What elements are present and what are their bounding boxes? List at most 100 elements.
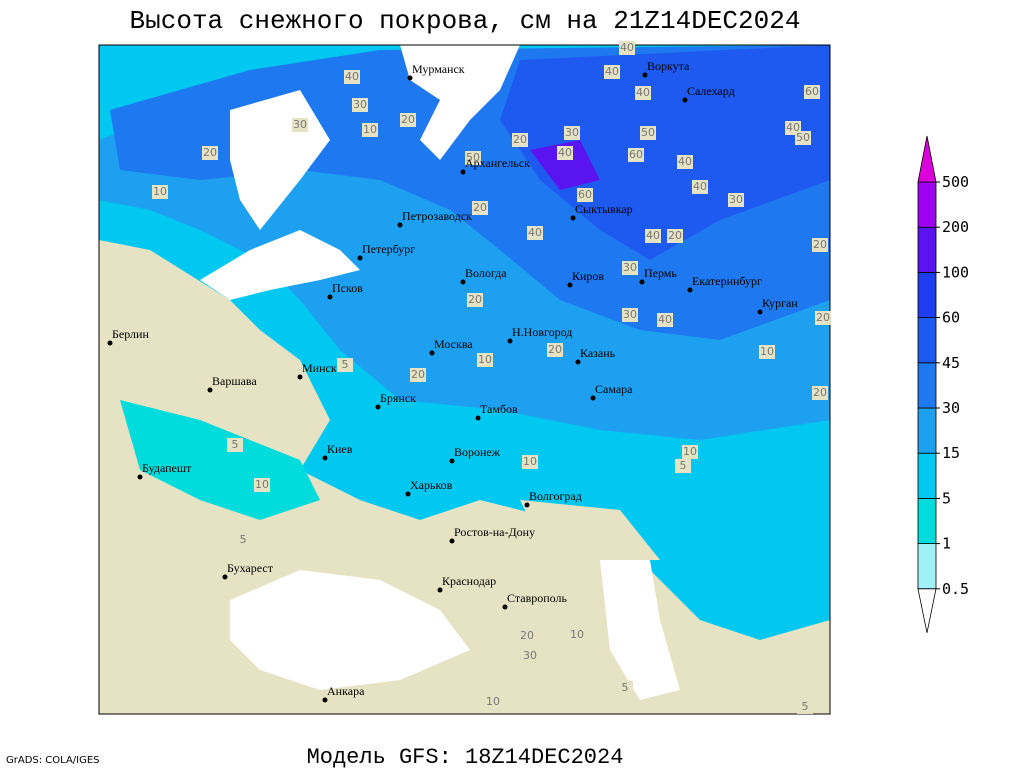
city-dot bbox=[397, 222, 403, 228]
contour-label: 5 bbox=[680, 459, 687, 472]
contour-label: 40 bbox=[646, 229, 660, 242]
contour-label: 40 bbox=[558, 146, 572, 159]
city-label: Архангельск bbox=[465, 156, 530, 170]
contour-label: 20 bbox=[473, 201, 487, 214]
contour-label-bg bbox=[619, 41, 635, 55]
contour-label: 20 bbox=[203, 146, 217, 159]
contour-label: 40 bbox=[605, 65, 619, 78]
city-label: Пермь bbox=[644, 266, 677, 280]
contour-label-bg bbox=[344, 70, 360, 84]
contour-label-bg bbox=[519, 629, 535, 643]
city-dot bbox=[107, 340, 113, 346]
contour-label: 30 bbox=[623, 261, 637, 274]
city-dot bbox=[687, 287, 693, 293]
contour-label-bg bbox=[472, 201, 488, 215]
title: Высота снежного покрова, см на 21Z14DEC2… bbox=[130, 6, 801, 36]
colorbar-bin bbox=[917, 181, 937, 228]
city-dot bbox=[207, 387, 213, 393]
city-label: Вологда bbox=[465, 266, 507, 280]
contour-label: 30 bbox=[729, 193, 743, 206]
city-dot bbox=[327, 294, 333, 300]
colorbar-bin bbox=[917, 543, 937, 590]
contour-label-bg bbox=[362, 123, 378, 137]
contour-label: 10 bbox=[523, 455, 537, 468]
contour-label: 40 bbox=[786, 121, 800, 134]
contour-label: 40 bbox=[620, 41, 634, 54]
city-dot bbox=[297, 374, 303, 380]
contour-label: 30 bbox=[293, 118, 307, 131]
colorbar-label: 100 bbox=[942, 263, 969, 281]
contour-label: 5 bbox=[622, 681, 629, 694]
city-dot bbox=[375, 404, 381, 410]
contour-label: 5 bbox=[240, 533, 247, 546]
city-label: Краснодар bbox=[442, 574, 496, 588]
city-label: Ростов-на-Дону bbox=[454, 525, 535, 539]
city-dot bbox=[757, 309, 763, 315]
contour-label-bg bbox=[604, 65, 620, 79]
footer: Модель GFS: 18Z14DEC2024 bbox=[307, 745, 624, 768]
contour-label-bg bbox=[628, 148, 644, 162]
contour-label-bg bbox=[564, 126, 580, 140]
contour-label-bg bbox=[622, 308, 638, 322]
contour-label-bg bbox=[400, 113, 416, 127]
contour-label-bg bbox=[577, 188, 593, 202]
city-label: Минск bbox=[302, 361, 337, 375]
contour-label-bg bbox=[804, 85, 820, 99]
city-dot bbox=[502, 604, 508, 610]
contour-label: 40 bbox=[693, 180, 707, 193]
credit: GrADS: COLA/IGES bbox=[6, 755, 100, 766]
contour-label-bg bbox=[677, 155, 693, 169]
contour-label: 60 bbox=[805, 85, 819, 98]
contour-label: 40 bbox=[636, 86, 650, 99]
contour-label-bg bbox=[292, 118, 308, 132]
contour-label: 10 bbox=[760, 345, 774, 358]
colorbar-bin bbox=[917, 271, 937, 318]
contour-label: 5 bbox=[232, 438, 239, 451]
colorbar-label: 5 bbox=[942, 489, 951, 507]
contour-label: 5 bbox=[342, 358, 349, 371]
colorbar-bin bbox=[917, 497, 937, 544]
contour-label: 20 bbox=[411, 368, 425, 381]
city-dot bbox=[642, 72, 648, 78]
city-label: Ставрополь bbox=[507, 591, 567, 605]
city-dot bbox=[460, 279, 466, 285]
city-dot bbox=[507, 338, 513, 344]
contour-label-bg bbox=[254, 478, 270, 492]
contour-label: 10 bbox=[486, 695, 500, 708]
contour-label-bg bbox=[640, 126, 656, 140]
city-dot bbox=[407, 75, 413, 81]
contour-label-bg bbox=[657, 313, 673, 327]
city-label: Н.Новгород bbox=[512, 325, 572, 339]
contour-label: 5 bbox=[802, 700, 809, 713]
contour-label: 10 bbox=[255, 478, 269, 491]
contour-label: 20 bbox=[668, 229, 682, 242]
city-label: Харьков bbox=[410, 478, 453, 492]
contour-label: 10 bbox=[570, 628, 584, 641]
city-dot bbox=[460, 169, 466, 175]
contour-label-bg bbox=[675, 459, 691, 473]
map bbox=[99, 45, 830, 714]
city-label: Екатеринбург bbox=[692, 274, 762, 288]
colorbar-bin bbox=[917, 317, 937, 364]
colorbar-label: 0.5 bbox=[942, 580, 969, 598]
colorbar-label: 30 bbox=[942, 399, 960, 417]
city-dot bbox=[322, 697, 328, 703]
contour-label: 40 bbox=[678, 155, 692, 168]
city-label: Тамбов bbox=[480, 402, 518, 416]
contour-label: 30 bbox=[523, 649, 537, 662]
city-label: Казань bbox=[580, 346, 616, 360]
city-dot bbox=[524, 502, 530, 508]
contour-label: 20 bbox=[468, 293, 482, 306]
colorbar-label: 500 bbox=[942, 173, 969, 191]
city-dot bbox=[590, 395, 596, 401]
colorbar-bin bbox=[917, 407, 937, 454]
contour-label-bg bbox=[467, 293, 483, 307]
city-dot bbox=[437, 587, 443, 593]
city-label: Брянск bbox=[380, 391, 416, 405]
contour-label-bg bbox=[667, 229, 683, 243]
contour-label: 20 bbox=[548, 343, 562, 356]
colorbar-bin bbox=[917, 362, 937, 409]
contour-label: 10 bbox=[153, 185, 167, 198]
city-dot bbox=[475, 415, 481, 421]
contour-label: 40 bbox=[658, 313, 672, 326]
